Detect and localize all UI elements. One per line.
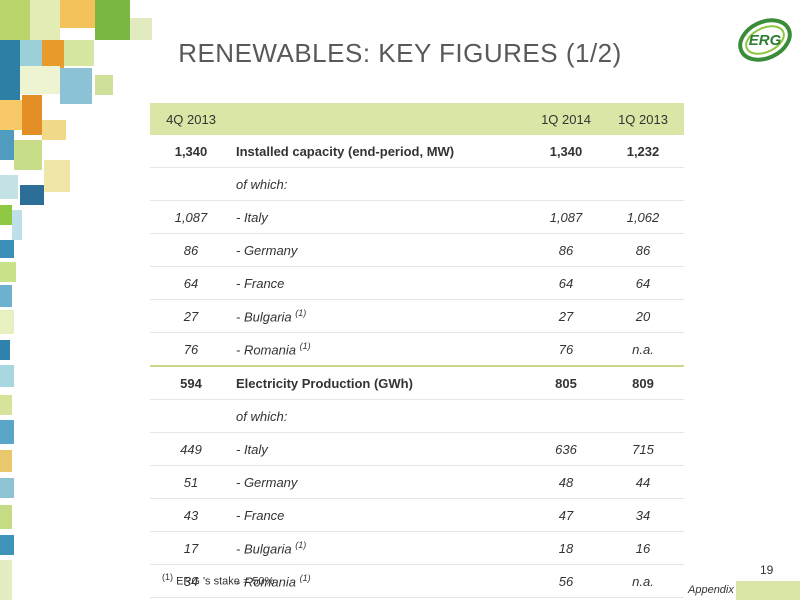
- cell-1q2013: 1,232: [602, 135, 684, 168]
- cell-4q2013: 51: [150, 465, 232, 499]
- page-title: RENEWABLES: KEY FIGURES (1/2): [178, 38, 622, 68]
- cell-4q2013: 17: [150, 531, 232, 565]
- cell-4q2013: 1,340: [150, 135, 232, 168]
- cell-label: - Italy: [236, 441, 268, 457]
- cell-1q2014: 805: [530, 366, 602, 400]
- cell-4q2013: 86: [150, 233, 232, 267]
- cell-label: - Germany: [236, 474, 298, 490]
- footnote-text: ERG 's stake = 50%: [176, 575, 275, 588]
- cell-label: - Romania: [236, 574, 296, 590]
- table-header-row: 4Q 2013 1Q 2014 1Q 2013: [150, 103, 684, 135]
- cell-1q2013: 16: [602, 531, 684, 565]
- cell-4q2013: 34: [150, 564, 232, 598]
- cell-1q2013: 64: [602, 266, 684, 300]
- table-row: 27 - Bulgaria (1) 27 20: [150, 299, 684, 333]
- cell-1q2013: n.a.: [602, 332, 684, 367]
- col-header-1q2014: 1Q 2014: [530, 103, 602, 135]
- cell-4q2013: 43: [150, 498, 232, 532]
- footnote-marker: (1): [295, 539, 307, 550]
- decorative-mosaic: [0, 0, 160, 600]
- cell-of-which: of which:: [232, 167, 530, 201]
- table-row: 64 - France 64 64: [150, 266, 684, 300]
- cell-4q2013: 64: [150, 266, 232, 300]
- cell-label: Electricity Production (GWh): [232, 366, 530, 400]
- table-row-total: 594 Electricity Production (GWh) 805 809: [150, 366, 684, 400]
- cell-1q2014: 76: [530, 332, 602, 367]
- cell-of-which: of which:: [232, 399, 530, 433]
- cell-1q2014: 56: [530, 564, 602, 598]
- table-row: 86 - Germany 86 86: [150, 233, 684, 267]
- footnote-marker: (1): [295, 307, 307, 318]
- cell-1q2013: 20: [602, 299, 684, 333]
- cell-1q2014: 48: [530, 465, 602, 499]
- cell-label: - Romania: [236, 342, 296, 358]
- cell-1q2013: 86: [602, 233, 684, 267]
- cell-1q2014: 47: [530, 498, 602, 532]
- footnote: (1) ERG 's stake = 50%: [162, 572, 274, 588]
- cell-label: - Bulgaria: [236, 309, 292, 325]
- cell-4q2013: 449: [150, 432, 232, 466]
- col-header-label: [232, 103, 530, 135]
- table-row-of-which: of which:: [150, 167, 684, 201]
- cell-4q2013: 27: [150, 299, 232, 333]
- cell-label: - Italy: [236, 209, 268, 225]
- cell-1q2014: 86: [530, 233, 602, 267]
- cell-label: - Bulgaria: [236, 541, 292, 557]
- appendix-label: Appendix: [688, 584, 734, 596]
- cell-4q2013: 76: [150, 332, 232, 367]
- col-header-4q2013: 4Q 2013: [150, 103, 232, 135]
- cell-1q2014: 64: [530, 266, 602, 300]
- cell-1q2013: 34: [602, 498, 684, 532]
- footnote-marker: (1): [162, 572, 173, 582]
- table-row: 17 - Bulgaria (1) 18 16: [150, 531, 684, 565]
- cell-1q2014: 1,340: [530, 135, 602, 168]
- cell-1q2014: 1,087: [530, 200, 602, 234]
- table-row: 51 - Germany 48 44: [150, 465, 684, 499]
- appendix-bar: [736, 581, 800, 600]
- footnote-marker: (1): [299, 340, 311, 351]
- cell-1q2014: 27: [530, 299, 602, 333]
- cell-label: - France: [236, 507, 285, 523]
- logo-text: ERG: [749, 32, 782, 49]
- cell-label: - France: [236, 275, 285, 291]
- cell-label: - Germany: [236, 242, 298, 258]
- cell-4q2013: 594: [150, 366, 232, 400]
- col-header-1q2013: 1Q 2013: [602, 103, 684, 135]
- table-row: 1,087 - Italy 1,087 1,062: [150, 200, 684, 234]
- cell-1q2014: 18: [530, 531, 602, 565]
- cell-1q2013: 44: [602, 465, 684, 499]
- cell-1q2014: 636: [530, 432, 602, 466]
- table-row: 76 - Romania (1) 76 n.a.: [150, 332, 684, 367]
- erg-logo: ERG: [738, 18, 792, 62]
- table-row: 43 - France 47 34: [150, 498, 684, 532]
- cell-1q2013: 809: [602, 366, 684, 400]
- table-row: 34 - Romania (1) 56 n.a.: [150, 564, 684, 598]
- cell-4q2013: 1,087: [150, 200, 232, 234]
- key-figures-table: 4Q 2013 1Q 2014 1Q 2013 1,340 Installed …: [150, 103, 684, 598]
- cell-1q2013: 1,062: [602, 200, 684, 234]
- cell-1q2013: 715: [602, 432, 684, 466]
- cell-1q2013: n.a.: [602, 564, 684, 598]
- page-number: 19: [760, 563, 774, 577]
- cell-label: Installed capacity (end-period, MW): [232, 135, 530, 168]
- table-row-of-which: of which:: [150, 399, 684, 433]
- table-row-total: 1,340 Installed capacity (end-period, MW…: [150, 135, 684, 168]
- footnote-marker: (1): [299, 572, 311, 583]
- table-row: 449 - Italy 636 715: [150, 432, 684, 466]
